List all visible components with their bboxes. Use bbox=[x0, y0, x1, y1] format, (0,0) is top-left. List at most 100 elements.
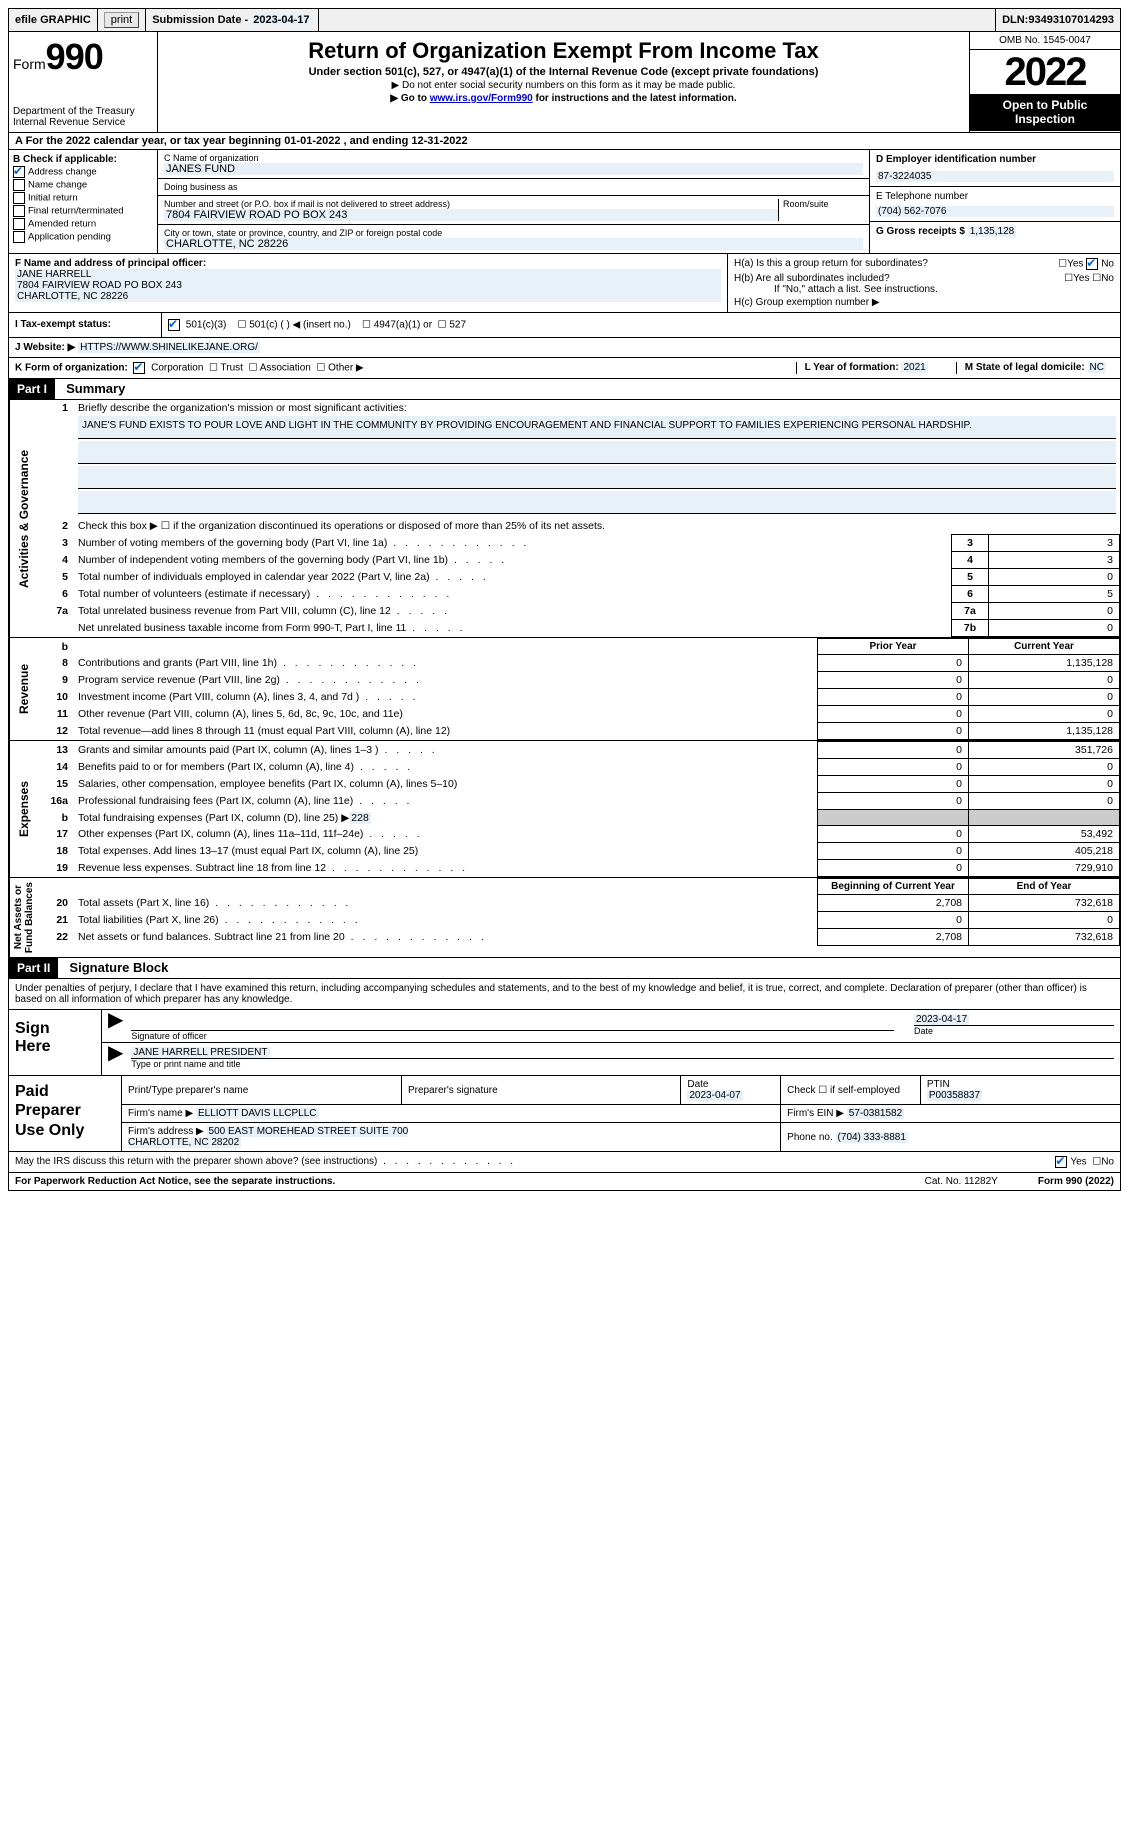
l17-curr: 53,492 bbox=[969, 826, 1120, 843]
form-subtitle: Under section 501(c), 527, or 4947(a)(1)… bbox=[166, 66, 961, 78]
street-label: Number and street (or P.O. box if mail i… bbox=[164, 199, 778, 209]
org-name: JANES FUND bbox=[164, 163, 863, 175]
l16a-text: Professional fundraising fees (Part IX, … bbox=[78, 795, 412, 807]
chk-501c3[interactable] bbox=[168, 319, 180, 331]
ptin-hdr: PTIN bbox=[927, 1079, 950, 1090]
l18-prior: 0 bbox=[818, 843, 969, 860]
print-button[interactable]: print bbox=[98, 9, 146, 31]
entity-block: B Check if applicable: Address change Na… bbox=[8, 150, 1121, 254]
irs-link[interactable]: www.irs.gov/Form990 bbox=[430, 93, 533, 104]
l15-prior: 0 bbox=[818, 776, 969, 793]
line4-text: Number of independent voting members of … bbox=[78, 554, 507, 566]
korg-label: K Form of organization: bbox=[15, 363, 128, 374]
end-year-hdr: End of Year bbox=[969, 879, 1120, 895]
right-ids: D Employer identification number 87-3224… bbox=[869, 150, 1120, 253]
chk-name-change[interactable]: Name change bbox=[13, 179, 153, 191]
part2-tag: Part II bbox=[9, 958, 58, 978]
firm-name: ELLIOTT DAVIS LLCPLLC bbox=[196, 1108, 319, 1119]
chk-app-pending[interactable]: Application pending bbox=[13, 231, 153, 243]
firm-name-label: Firm's name ▶ bbox=[128, 1108, 193, 1119]
l19-prior: 0 bbox=[818, 860, 969, 877]
chk-address-change[interactable]: Address change bbox=[13, 166, 153, 178]
gross-label: G Gross receipts $ bbox=[876, 226, 968, 237]
l13-text: Grants and similar amounts paid (Part IX… bbox=[78, 744, 438, 756]
line2: Check this box ▶ ☐ if the organization d… bbox=[74, 518, 1120, 535]
firm-ein-label: Firm's EIN ▶ bbox=[787, 1108, 844, 1119]
prep-date-hdr: Date bbox=[687, 1079, 708, 1090]
year-formation: 2021 bbox=[901, 362, 927, 373]
form-ref: Form 990 (2022) bbox=[1038, 1176, 1114, 1187]
ein-label: D Employer identification number bbox=[876, 154, 1036, 165]
website-value: HTTPS://WWW.SHINELIKEJANE.ORG/ bbox=[78, 342, 260, 353]
note-link: ▶ Go to www.irs.gov/Form990 for instruct… bbox=[166, 93, 961, 104]
firm-phone: (704) 333-8881 bbox=[836, 1132, 908, 1143]
sig-arrow-icon: ▶ bbox=[108, 1014, 123, 1038]
l14-curr: 0 bbox=[969, 759, 1120, 776]
l11-prior: 0 bbox=[818, 706, 969, 723]
submission-date: Submission Date - 2023-04-17 bbox=[146, 9, 318, 31]
line3-text: Number of voting members of the governin… bbox=[78, 537, 529, 549]
te-label: I Tax-exempt status: bbox=[15, 319, 111, 330]
form-title: Return of Organization Exempt From Incom… bbox=[166, 38, 961, 64]
mission-text: JANE'S FUND EXISTS TO POUR LOVE AND LIGH… bbox=[78, 416, 1116, 439]
calendar-year-line: A For the 2022 calendar year, or tax yea… bbox=[8, 133, 1121, 150]
ha-no-check[interactable] bbox=[1086, 258, 1098, 270]
domicile-label: M State of legal domicile: bbox=[965, 362, 1088, 373]
chk-corp[interactable] bbox=[133, 362, 145, 374]
signature-block: Under penalties of perjury, I declare th… bbox=[8, 979, 1121, 1152]
l13-prior: 0 bbox=[818, 742, 969, 759]
year-formation-label: L Year of formation: bbox=[805, 362, 902, 373]
l22-end: 732,618 bbox=[969, 929, 1120, 946]
l15-curr: 0 bbox=[969, 776, 1120, 793]
l8-curr: 1,135,128 bbox=[969, 655, 1120, 672]
l16a-curr: 0 bbox=[969, 793, 1120, 810]
chk-initial-return[interactable]: Initial return bbox=[13, 192, 153, 204]
discuss-yes[interactable] bbox=[1055, 1156, 1067, 1168]
chk-amended[interactable]: Amended return bbox=[13, 218, 153, 230]
line7b-text: Net unrelated business taxable income fr… bbox=[78, 622, 466, 634]
l9-prior: 0 bbox=[818, 672, 969, 689]
vlabel-rev: Revenue bbox=[9, 638, 38, 740]
sig-date-label: Date bbox=[914, 1026, 933, 1036]
l16a-prior: 0 bbox=[818, 793, 969, 810]
self-employed-chk[interactable]: Check ☐ if self-employed bbox=[781, 1076, 921, 1105]
org-details: C Name of organization JANES FUND Doing … bbox=[158, 150, 869, 253]
l20-begin: 2,708 bbox=[818, 895, 969, 912]
phone-label: E Telephone number bbox=[876, 191, 1114, 202]
l22-text: Net assets or fund balances. Subtract li… bbox=[78, 931, 487, 943]
sig-date-value: 2023-04-17 bbox=[914, 1014, 969, 1025]
line5-val: 0 bbox=[989, 569, 1120, 586]
hb-label: H(b) Are all subordinates included? bbox=[734, 273, 890, 284]
omb-number: OMB No. 1545-0047 bbox=[970, 32, 1120, 50]
l17-text: Other expenses (Part IX, column (A), lin… bbox=[78, 828, 423, 840]
line6-text: Total number of volunteers (estimate if … bbox=[78, 588, 452, 600]
activities-governance: Activities & Governance 1 Briefly descri… bbox=[8, 400, 1121, 638]
tax-exempt-row: I Tax-exempt status: 501(c)(3) ☐ 501(c) … bbox=[8, 313, 1121, 338]
open-to-public: Open to Public Inspection bbox=[970, 94, 1120, 131]
l12-prior: 0 bbox=[818, 723, 969, 740]
line5-text: Total number of individuals employed in … bbox=[78, 571, 489, 583]
current-year-hdr: Current Year bbox=[969, 639, 1120, 655]
l9-curr: 0 bbox=[969, 672, 1120, 689]
l18-curr: 405,218 bbox=[969, 843, 1120, 860]
l10-curr: 0 bbox=[969, 689, 1120, 706]
form-number: 990 bbox=[46, 36, 103, 77]
hc-label: H(c) Group exemption number ▶ bbox=[734, 297, 1114, 308]
l14-text: Benefits paid to or for members (Part IX… bbox=[78, 761, 413, 773]
form-header: Form990 Department of the Treasury Inter… bbox=[8, 32, 1121, 133]
sig-arrow-icon-2: ▶ bbox=[108, 1047, 123, 1071]
tax-year: 2022 bbox=[970, 50, 1120, 94]
line7a-val: 0 bbox=[989, 603, 1120, 620]
chk-final-return[interactable]: Final return/terminated bbox=[13, 205, 153, 217]
header-left: Form990 Department of the Treasury Inter… bbox=[9, 32, 158, 132]
l16b-text: Total fundraising expenses (Part IX, col… bbox=[78, 812, 349, 824]
gross-value: 1,135,128 bbox=[968, 226, 1017, 237]
city-value: CHARLOTTE, NC 28226 bbox=[164, 238, 863, 250]
l22-begin: 2,708 bbox=[818, 929, 969, 946]
page-footer: For Paperwork Reduction Act Notice, see … bbox=[8, 1173, 1121, 1191]
l18-text: Total expenses. Add lines 13–17 (must eq… bbox=[74, 843, 818, 860]
ha-label: H(a) Is this a group return for subordin… bbox=[734, 258, 928, 269]
sig-type-label: Type or print name and title bbox=[131, 1059, 240, 1069]
revenue-section: Revenue bPrior YearCurrent Year 8Contrib… bbox=[8, 638, 1121, 741]
l19-curr: 729,910 bbox=[969, 860, 1120, 877]
